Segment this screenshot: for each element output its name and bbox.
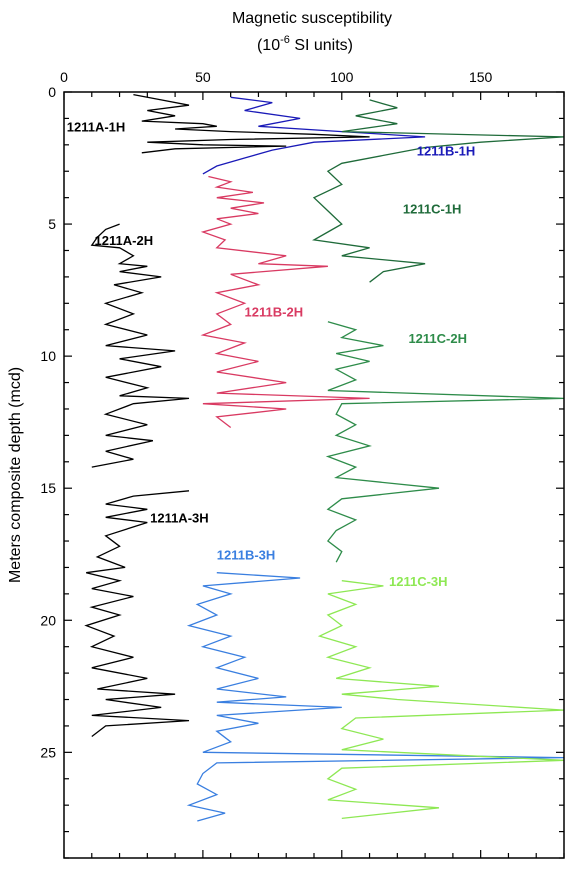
chart-title-line2: (10-6 SI units) (257, 34, 353, 54)
series-line-1211a-2h (90, 223, 190, 468)
series-line-1211b-2h (200, 175, 370, 429)
axes-layer: 0 50 100 150 0 5 10 15 20 25 (40, 69, 565, 859)
series-line-1211b-1h (202, 96, 426, 175)
series-layer (84, 93, 564, 822)
y-tick-label: 15 (40, 480, 56, 496)
y-tick-label: 25 (40, 744, 56, 760)
series-label-1211c-2h: 1211C-2H (408, 331, 467, 346)
series-line-1211a-3h (84, 490, 190, 738)
y-tick-label: 20 (40, 612, 56, 628)
x-tick-label: 50 (195, 69, 211, 85)
y-axis-label: Meters composite depth (mcd) (7, 367, 24, 583)
title-exponent: -6 (280, 34, 290, 46)
series-label-1211b-3h: 1211B-3H (217, 548, 276, 563)
series-line-1211c-3h (317, 580, 564, 820)
x-tick-label: 150 (469, 69, 493, 85)
series-label-1211b-2h: 1211B-2H (245, 305, 304, 320)
series-label-1211a-2h: 1211A-2H (95, 233, 154, 248)
y-tick-label: 10 (40, 348, 56, 364)
title-suffix: SI units) (290, 37, 353, 54)
x-tick-label: 0 (60, 69, 68, 85)
series-label-1211c-1h: 1211C-1H (403, 202, 462, 217)
series-line-1211c-2h (325, 321, 564, 563)
series-label-1211a-3h: 1211A-3H (150, 511, 209, 526)
series-labels: 1211A-1H 1211A-2H 1211A-3H 1211B-1H 1211B-2H… (67, 120, 476, 589)
series-label-1211a-1h: 1211A-1H (67, 120, 126, 135)
chart-title-line1: Magnetic susceptibility (232, 10, 392, 27)
series-label-1211c-3h: 1211C-3H (389, 574, 448, 589)
x-tick-label: 100 (330, 69, 354, 85)
title-prefix: (10 (257, 37, 280, 54)
series-label-1211b-1h: 1211B-1H (417, 143, 476, 158)
y-tick-label: 0 (48, 84, 56, 100)
series-line-1211c-1h (312, 99, 564, 283)
series-line-1211b-3h (186, 572, 564, 822)
y-tick-label: 5 (48, 216, 56, 232)
series-line-1211a-1h (133, 93, 370, 154)
plot-frame (63, 91, 565, 859)
